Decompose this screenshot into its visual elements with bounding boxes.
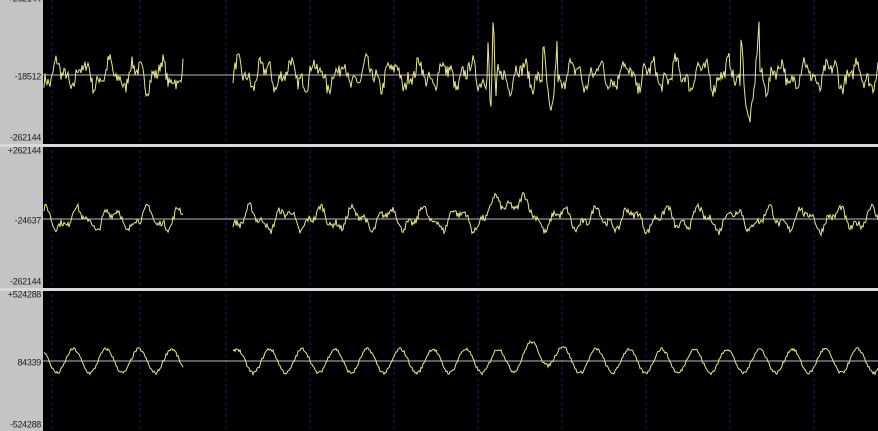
separator xyxy=(0,288,878,291)
waveform xyxy=(232,191,878,238)
scale-max: +262144 xyxy=(8,0,41,3)
scale-min: -524288 xyxy=(10,419,41,429)
scale-center: -18512 xyxy=(15,71,42,81)
waveform xyxy=(43,54,184,98)
scale-max: +262144 xyxy=(8,145,41,155)
scale-center: -24637 xyxy=(15,215,42,225)
scale-strip xyxy=(0,0,43,431)
waveform xyxy=(232,340,878,376)
scale-min: -262144 xyxy=(10,132,41,142)
scale-max: +524288 xyxy=(8,289,41,299)
separator xyxy=(0,144,878,147)
scale-min: -262144 xyxy=(10,276,41,286)
waveform xyxy=(43,346,184,376)
waveform xyxy=(43,202,184,234)
scale-center: 84339 xyxy=(17,357,41,367)
labels: +262144 -18512 -262144 +262144 -24637 -262144… xyxy=(8,0,42,429)
waves xyxy=(43,21,878,376)
waveform xyxy=(232,21,878,123)
